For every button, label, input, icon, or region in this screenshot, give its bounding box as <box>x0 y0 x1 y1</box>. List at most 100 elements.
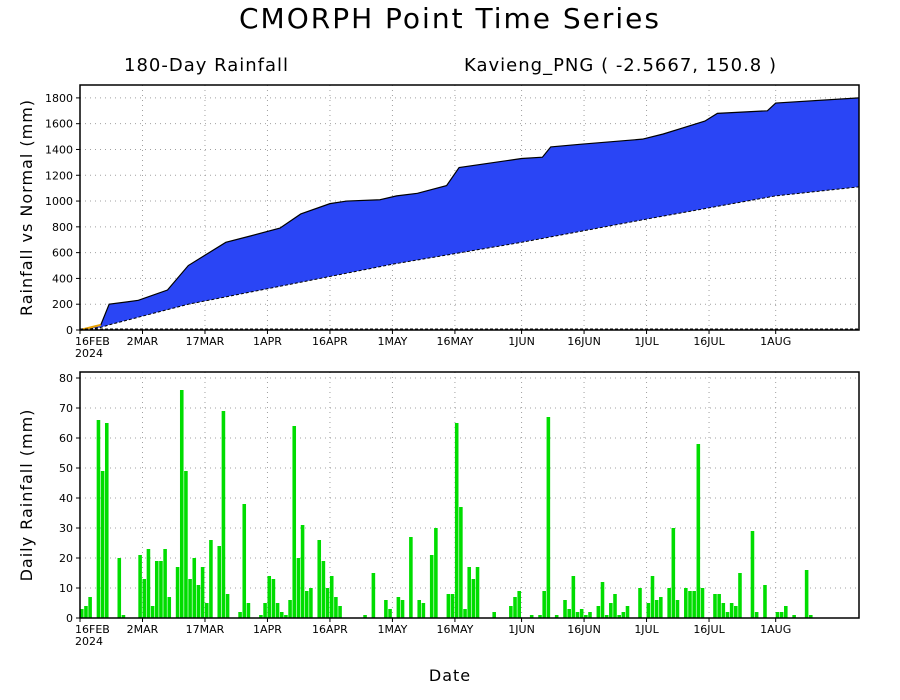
x-tick-label: 2MAR <box>127 623 159 636</box>
daily-rain-bar <box>200 567 205 618</box>
x-tick-label: 1MAY <box>377 335 407 348</box>
daily-rain-bar <box>388 609 392 618</box>
x-tick-label: 16MAY <box>436 335 473 348</box>
daily-rain-bar <box>609 603 613 618</box>
daily-rain-bar <box>763 585 767 618</box>
daily-rain-bar <box>225 594 230 618</box>
cumulative-rainfall-chart: 0 200 400 600 800 1000 1200 1400 1600 1800 16FEB20… <box>17 84 860 360</box>
daily-rain-bar <box>638 588 642 618</box>
daily-rain-bar <box>100 471 105 618</box>
x-tick-label: 16MAY <box>436 623 473 636</box>
daily-rain-bar <box>450 594 455 618</box>
daily-rain-bar <box>154 561 159 618</box>
y-tick-label: 50 <box>59 462 73 475</box>
daily-rain-bar <box>775 612 780 618</box>
daily-rain-bar <box>596 606 601 618</box>
daily-rain-bar <box>267 576 272 618</box>
x-tick-label: 16FEB <box>75 335 110 348</box>
daily-rain-bar <box>517 591 521 618</box>
daily-rain-bar <box>579 609 584 618</box>
daily-rain-bar <box>754 612 759 618</box>
daily-rain-bar <box>163 549 167 618</box>
daily-rain-bar <box>529 615 534 618</box>
daily-rain-bar <box>692 591 696 618</box>
daily-rain-bar <box>188 579 192 618</box>
daily-rain-bar <box>292 426 297 618</box>
daily-rain-bar <box>246 603 251 618</box>
y-tick-label: 60 <box>59 432 73 445</box>
x-tick-label: 1JUL <box>634 623 659 636</box>
daily-rain-bar <box>613 594 617 618</box>
x-tick-label: 1APR <box>253 623 282 636</box>
daily-rain-bar <box>159 561 163 618</box>
daily-rain-bar <box>646 603 651 618</box>
y-tick-label: 200 <box>52 298 73 311</box>
daily-rain-bar <box>175 567 180 618</box>
x-tick-label: 16FEB <box>75 623 110 636</box>
daily-rain-bar <box>713 594 717 618</box>
x-tick-label: 16APR <box>312 623 348 636</box>
daily-rain-bar <box>209 540 213 618</box>
daily-rain-bar <box>617 615 621 618</box>
daily-rain-bar <box>700 588 705 618</box>
x-tick-label: 16JUL <box>693 335 725 348</box>
daily-rain-bar <box>750 531 755 618</box>
observed-cumulative-line <box>79 97 860 331</box>
daily-rain-bar <box>321 561 326 618</box>
daily-rain-bar <box>300 525 305 618</box>
x-tick-label: 1AUG <box>760 335 791 348</box>
daily-rain-bar <box>221 411 226 618</box>
daily-rain-bar <box>779 612 784 618</box>
daily-rain-bar <box>575 612 580 618</box>
daily-rain-bar <box>738 573 742 618</box>
daily-rain-bar <box>96 420 101 618</box>
plot-frame <box>79 371 860 619</box>
daily-rain-bar <box>671 528 676 618</box>
daily-rain-bar <box>179 390 184 618</box>
daily-rain-bar <box>667 588 671 618</box>
daily-rain-bar <box>563 600 567 618</box>
daily-rain-bar <box>696 444 701 618</box>
y-tick-label: 400 <box>52 272 73 285</box>
y-tick-label: 1400 <box>45 143 73 156</box>
daily-rain-bar <box>196 585 201 618</box>
x-tick-label: 1JUN <box>508 623 535 636</box>
daily-rain-bar <box>446 594 451 618</box>
x-tick-label: 16APR <box>312 335 348 348</box>
y-tick-label: 20 <box>59 552 73 565</box>
daily-rain-bar <box>729 603 734 618</box>
x-tick-label: 1JUL <box>634 335 659 348</box>
daily-rain-bar <box>604 615 609 618</box>
x-tick-label: 17MAR <box>186 623 225 636</box>
daily-rain-bar <box>150 606 155 618</box>
daily-rain-bar <box>434 528 438 618</box>
daily-rain-bar <box>417 600 421 618</box>
daily-rain-bar <box>538 615 542 618</box>
daily-rain-bar <box>475 567 480 618</box>
daily-rain-bar <box>650 576 655 618</box>
daily-rain-bar <box>784 606 788 618</box>
daily-rain-bar <box>625 606 630 618</box>
x-tick-label: 16JUN <box>567 623 601 636</box>
daily-rain-bar <box>284 615 288 618</box>
x-tick-label: 16JUL <box>693 623 725 636</box>
daily-rain-bar <box>409 537 413 618</box>
daily-rain-bar <box>725 612 730 618</box>
daily-rain-bar <box>184 471 188 618</box>
y-tick-label: 30 <box>59 522 73 535</box>
daily-rain-bar <box>654 600 659 618</box>
chart-subtitle-location: Kavieng_PNG ( -2.5667, 150.8 ) <box>464 55 778 76</box>
daily-rain-bar <box>688 591 692 618</box>
x-tick-label: 2MAR <box>127 335 159 348</box>
y-tick-label: 0 <box>66 612 73 625</box>
daily-rain-bar <box>217 546 222 618</box>
daily-rain-bar <box>329 576 334 618</box>
daily-rain-bar <box>309 588 313 618</box>
daily-rain-bar <box>792 615 796 618</box>
daily-rain-bar <box>659 597 663 618</box>
daily-rain-bar <box>600 582 605 618</box>
y-tick-label: 1600 <box>45 118 73 131</box>
y-tick-label: 80 <box>59 372 73 385</box>
